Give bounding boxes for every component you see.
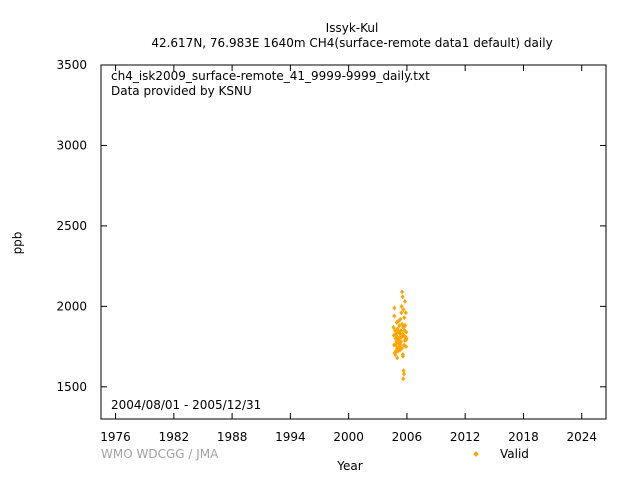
x-tick-label: 1994 [275, 430, 306, 444]
filename-annotation: ch4_isk2009_surface-remote_41_9999-9999_… [111, 69, 430, 83]
x-tick-label: 2006 [392, 430, 423, 444]
data-point [396, 318, 401, 324]
data-point [393, 348, 398, 354]
x-tick-label: 2018 [508, 430, 539, 444]
data-point [399, 339, 404, 345]
x-tick-label: 1976 [100, 430, 131, 444]
data-point [402, 315, 407, 321]
y-tick-label: 3500 [56, 58, 87, 72]
data-point [404, 329, 409, 335]
period-annotation: 2004/08/01 - 2005/12/31 [111, 398, 262, 412]
data-point [393, 352, 398, 358]
data-point [400, 352, 405, 358]
data-point [392, 313, 397, 319]
data-point [399, 310, 404, 316]
chart-title: Issyk-Kul [325, 21, 379, 35]
credit-text: WMO WDCGG / JMA [101, 447, 219, 461]
provider-annotation: Data provided by KSNU [111, 84, 252, 98]
data-point [403, 337, 408, 343]
plot-frame [100, 64, 607, 420]
data-point [402, 371, 406, 377]
data-point [402, 299, 407, 305]
y-tick-label: 1500 [56, 380, 87, 394]
y-tick-label: 2000 [56, 299, 87, 313]
x-tick-label: 1988 [217, 430, 248, 444]
data-point [403, 310, 408, 316]
legend-label: Valid [500, 447, 529, 461]
data-point [404, 344, 409, 350]
data-point [400, 294, 405, 300]
chart-subtitle: 42.617N, 76.983E 1640m CH4(surface-remot… [151, 36, 553, 50]
x-axis-label: Year [337, 459, 363, 473]
data-point [399, 303, 404, 309]
data-point [400, 289, 405, 295]
x-tick-label: 2000 [333, 430, 364, 444]
data-point [395, 355, 400, 361]
data-point [401, 307, 406, 313]
data-point [392, 305, 397, 311]
data-point [402, 323, 407, 329]
data-point [398, 328, 403, 333]
x-tick-label: 2024 [566, 430, 597, 444]
data-point [397, 323, 402, 329]
x-tick-label: 2012 [450, 430, 481, 444]
y-tick-label: 3000 [56, 138, 87, 152]
data-point [401, 368, 406, 374]
data-point [401, 376, 406, 382]
legend: Valid [470, 447, 550, 463]
data-point [391, 324, 396, 330]
y-tick-label: 2500 [56, 219, 87, 233]
x-tick-label: 1982 [159, 430, 190, 444]
data-point [398, 347, 403, 353]
